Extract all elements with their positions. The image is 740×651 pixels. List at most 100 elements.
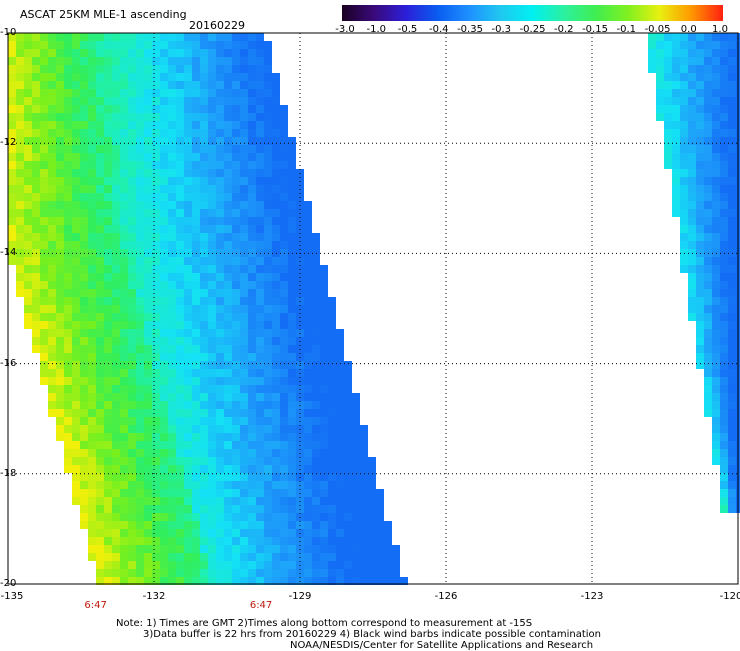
swath-cell: [224, 369, 232, 377]
swath-cell: [720, 177, 728, 185]
longitude-label: -120: [719, 591, 740, 602]
swath-cell: [176, 441, 184, 449]
swath-cell: [680, 33, 688, 41]
swath-cell: [272, 489, 280, 497]
latitude-label: -10: [0, 27, 17, 38]
swath-cell: [192, 89, 200, 97]
swath-cell: [72, 177, 80, 185]
swath-cell: [328, 305, 336, 313]
swath-cell: [184, 329, 192, 337]
swath-cell: [312, 425, 320, 433]
swath-cell: [184, 273, 192, 281]
swath-cell: [88, 113, 96, 121]
swath-cell: [256, 537, 264, 545]
swath-cell: [184, 97, 192, 105]
time-label: 6:47: [249, 600, 273, 611]
swath-cell: [208, 313, 216, 321]
swath-cell: [32, 233, 40, 241]
swath-cell: [192, 281, 200, 289]
swath-cell: [24, 65, 32, 73]
swath-cell: [144, 569, 152, 577]
swath-cell: [88, 449, 96, 457]
swath-cell: [72, 153, 80, 161]
time-label: 6:47: [84, 600, 107, 611]
swath-cell: [200, 465, 208, 473]
swath-cell: [344, 561, 352, 569]
swath-cell: [688, 169, 696, 177]
swath-cell: [184, 89, 192, 97]
swath-cell: [64, 105, 72, 113]
swath-cell: [72, 113, 80, 121]
swath-cell: [320, 521, 328, 529]
swath-cell: [176, 233, 184, 241]
swath-cell: [272, 505, 280, 513]
swath-cell: [136, 345, 144, 353]
swath-cell: [720, 89, 728, 97]
swath-cell: [312, 305, 320, 313]
swath-cell: [184, 497, 192, 505]
swath-cell: [24, 49, 32, 57]
swath-cell: [136, 177, 144, 185]
swath-cell: [368, 545, 376, 553]
swath-cell: [320, 433, 328, 441]
swath-cell: [64, 49, 72, 57]
swath-cell: [128, 257, 136, 265]
swath-cell: [144, 321, 152, 329]
swath-cell: [96, 393, 104, 401]
swath-cell: [72, 425, 80, 433]
swath-cell: [104, 369, 112, 377]
swath-cell: [120, 193, 128, 201]
swath-cell: [720, 217, 728, 225]
swath-cell: [120, 105, 128, 113]
swath-cell: [168, 385, 176, 393]
swath-cell: [264, 289, 272, 297]
swath-cell: [336, 553, 344, 561]
swath-cell: [256, 137, 264, 145]
swath-cell: [704, 145, 712, 153]
swath-cell: [696, 321, 704, 329]
swath-cell: [264, 161, 272, 169]
swath-cell: [152, 409, 160, 417]
swath-cell: [128, 577, 136, 585]
swath-cell: [280, 561, 288, 569]
swath-cell: [232, 377, 240, 385]
swath-cell: [88, 241, 96, 249]
swath-cell: [280, 193, 288, 201]
swath-cell: [272, 417, 280, 425]
swath-cell: [88, 521, 96, 529]
swath-cell: [152, 481, 160, 489]
swath-cell: [112, 137, 120, 145]
latitude-label: -16: [0, 357, 17, 369]
swath-cell: [40, 273, 48, 281]
swath-cell: [728, 113, 736, 121]
swath-cell: [152, 121, 160, 129]
swath-cell: [232, 97, 240, 105]
swath-cell: [704, 121, 712, 129]
swath-cell: [312, 449, 320, 457]
swath-cell: [64, 441, 72, 449]
swath-cell: [336, 473, 344, 481]
swath-cell: [184, 233, 192, 241]
swath-cell: [88, 313, 96, 321]
swath-cell: [232, 353, 240, 361]
swath-cell: [112, 321, 120, 329]
swath-cell: [96, 465, 104, 473]
swath-cell: [288, 297, 296, 305]
swath-cell: [272, 137, 280, 145]
swath-cell: [256, 545, 264, 553]
swath-cell: [208, 57, 216, 65]
swath-cell: [312, 345, 320, 353]
swath-cell: [152, 393, 160, 401]
swath-cell: [264, 49, 272, 57]
swath-cell: [112, 169, 120, 177]
swath-cell: [112, 409, 120, 417]
swath-cell: [216, 33, 224, 41]
swath-cell: [72, 185, 80, 193]
swath-cell: [112, 121, 120, 129]
swath-cell: [152, 321, 160, 329]
swath-cell: [104, 337, 112, 345]
swath-cell: [88, 457, 96, 465]
swath-cell: [80, 81, 88, 89]
swath-cell: [712, 33, 720, 41]
swath-cell: [352, 569, 360, 577]
